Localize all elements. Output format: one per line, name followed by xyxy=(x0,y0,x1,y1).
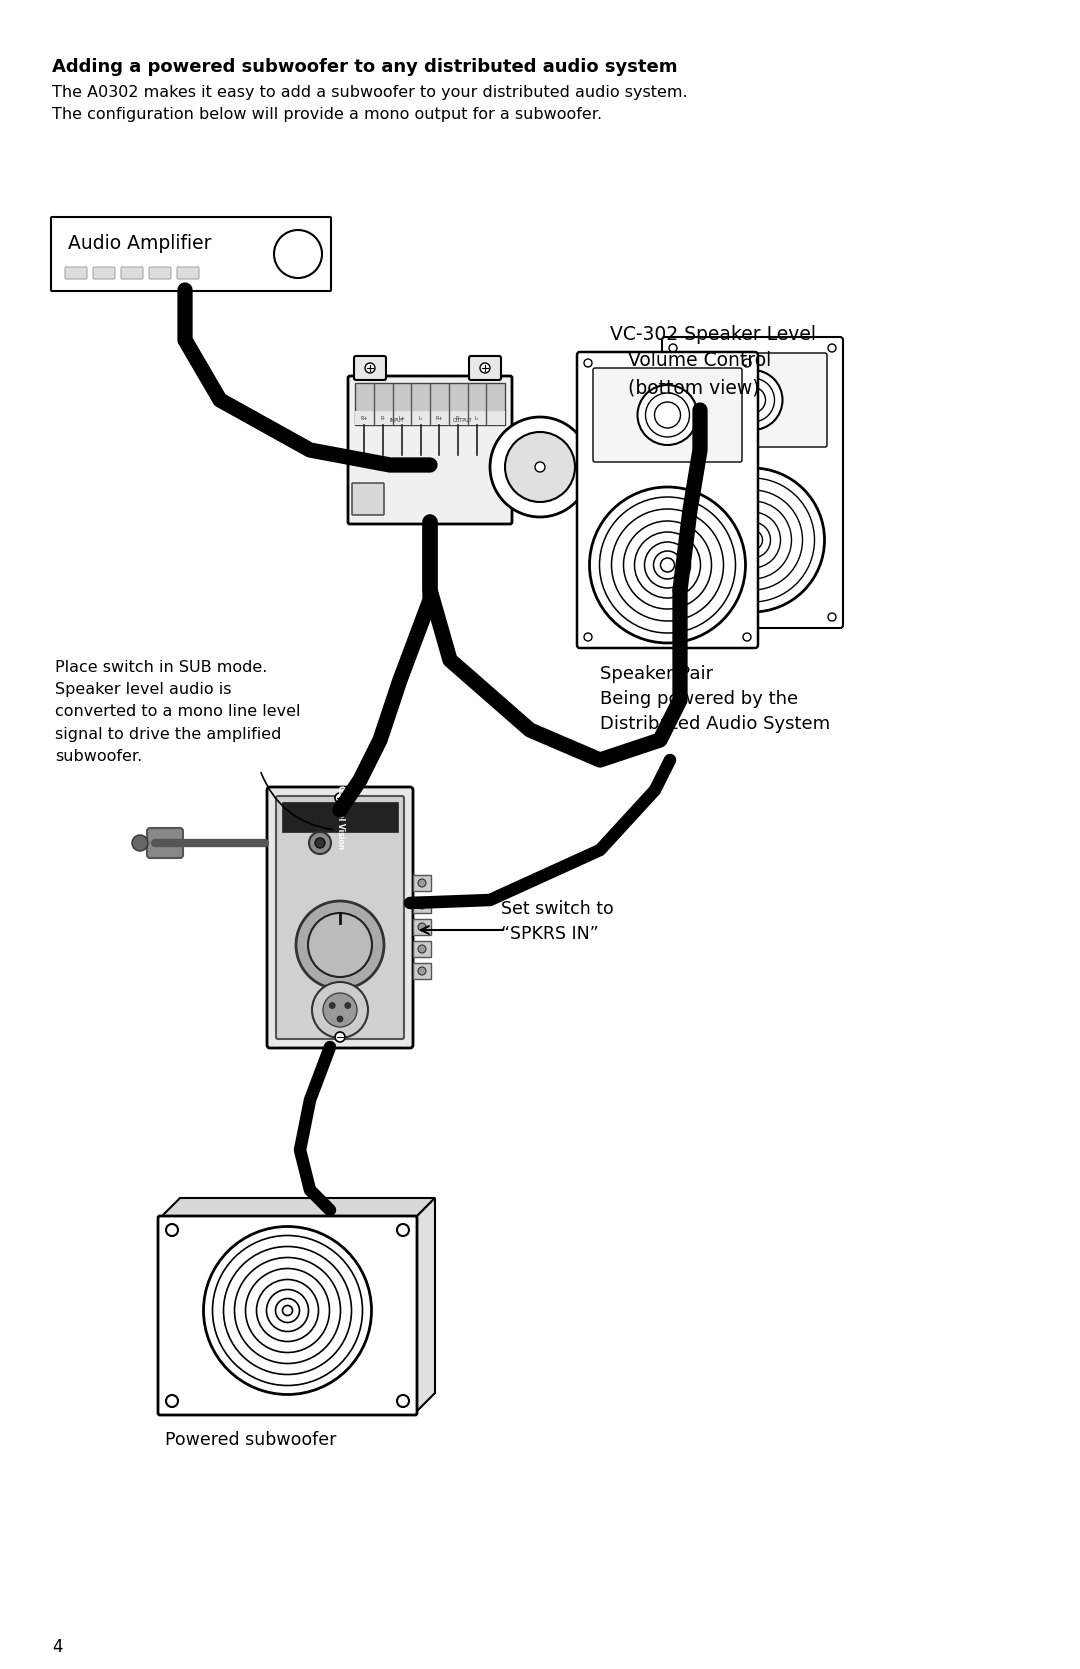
Circle shape xyxy=(335,1031,345,1041)
FancyBboxPatch shape xyxy=(267,788,413,1048)
FancyBboxPatch shape xyxy=(354,355,386,381)
Text: R+: R+ xyxy=(361,416,368,421)
Text: 4: 4 xyxy=(52,1637,63,1656)
FancyBboxPatch shape xyxy=(93,267,114,279)
Circle shape xyxy=(418,966,426,975)
Circle shape xyxy=(132,834,148,851)
Circle shape xyxy=(315,838,325,848)
Text: The configuration below will provide a mono output for a subwoofer.: The configuration below will provide a m… xyxy=(52,107,603,122)
FancyBboxPatch shape xyxy=(147,828,183,858)
Bar xyxy=(355,382,505,426)
Circle shape xyxy=(274,230,322,279)
Circle shape xyxy=(323,993,357,1026)
Circle shape xyxy=(418,901,426,910)
Circle shape xyxy=(828,344,836,352)
Circle shape xyxy=(166,1223,178,1237)
Circle shape xyxy=(680,467,824,613)
FancyBboxPatch shape xyxy=(51,217,330,290)
Circle shape xyxy=(637,386,698,446)
Bar xyxy=(413,920,431,935)
Text: Place switch in SUB mode.
Speaker level audio is
converted to a mono line level
: Place switch in SUB mode. Speaker level … xyxy=(55,659,300,764)
Circle shape xyxy=(505,432,575,502)
FancyBboxPatch shape xyxy=(276,796,404,1040)
Circle shape xyxy=(828,613,836,621)
Text: R-: R- xyxy=(380,416,386,421)
FancyBboxPatch shape xyxy=(177,267,199,279)
Bar xyxy=(413,875,431,891)
Circle shape xyxy=(535,462,545,472)
FancyBboxPatch shape xyxy=(65,267,87,279)
Circle shape xyxy=(296,901,384,990)
FancyBboxPatch shape xyxy=(678,354,827,447)
Text: INPUT: INPUT xyxy=(390,417,404,422)
Circle shape xyxy=(723,371,783,431)
Text: Speaker Pair
Being powered by the
Distributed Audio System: Speaker Pair Being powered by the Distri… xyxy=(600,664,831,733)
Circle shape xyxy=(329,1003,335,1008)
FancyBboxPatch shape xyxy=(352,482,384,516)
Polygon shape xyxy=(415,1198,435,1414)
Circle shape xyxy=(365,362,375,372)
Circle shape xyxy=(480,362,490,372)
FancyBboxPatch shape xyxy=(158,1217,417,1415)
FancyBboxPatch shape xyxy=(662,337,843,628)
FancyBboxPatch shape xyxy=(469,355,501,381)
FancyBboxPatch shape xyxy=(593,367,742,462)
Bar xyxy=(413,896,431,913)
Circle shape xyxy=(203,1227,372,1395)
Text: Audio Amplifier: Audio Amplifier xyxy=(68,234,212,254)
Text: R+: R+ xyxy=(435,416,443,421)
Text: Channel Vision: Channel Vision xyxy=(336,784,345,850)
Circle shape xyxy=(490,417,590,517)
Circle shape xyxy=(743,359,751,367)
Circle shape xyxy=(418,880,426,886)
Bar xyxy=(355,411,505,426)
Circle shape xyxy=(584,633,592,641)
Text: Powered subwoofer: Powered subwoofer xyxy=(165,1430,336,1449)
Bar xyxy=(413,963,431,980)
Circle shape xyxy=(397,1223,409,1237)
Circle shape xyxy=(669,613,677,621)
Polygon shape xyxy=(160,1198,435,1218)
Text: L-: L- xyxy=(475,416,480,421)
Text: The A0302 makes it easy to add a subwoofer to your distributed audio system.: The A0302 makes it easy to add a subwoof… xyxy=(52,85,688,100)
Text: R-: R- xyxy=(456,416,460,421)
FancyBboxPatch shape xyxy=(149,267,171,279)
Circle shape xyxy=(335,793,345,803)
Circle shape xyxy=(743,633,751,641)
Text: Set switch to
“SPKRS IN”: Set switch to “SPKRS IN” xyxy=(501,900,613,943)
Circle shape xyxy=(584,359,592,367)
Circle shape xyxy=(590,487,745,643)
Circle shape xyxy=(669,344,677,352)
Text: L+: L+ xyxy=(399,416,405,421)
Circle shape xyxy=(418,923,426,931)
Bar xyxy=(282,803,399,833)
Circle shape xyxy=(418,945,426,953)
Circle shape xyxy=(312,981,368,1038)
Text: L-: L- xyxy=(418,416,422,421)
Circle shape xyxy=(309,833,330,855)
Text: Adding a powered subwoofer to any distributed audio system: Adding a powered subwoofer to any distri… xyxy=(52,58,677,77)
Circle shape xyxy=(345,1003,351,1008)
Circle shape xyxy=(397,1395,409,1407)
Text: OUTPUT: OUTPUT xyxy=(454,417,473,422)
FancyBboxPatch shape xyxy=(577,352,758,648)
Circle shape xyxy=(166,1395,178,1407)
FancyBboxPatch shape xyxy=(121,267,143,279)
Text: VC-302 Speaker Level
   Volume Control
   (bottom view): VC-302 Speaker Level Volume Control (bot… xyxy=(610,325,816,397)
Circle shape xyxy=(308,913,372,976)
Bar xyxy=(413,941,431,956)
FancyBboxPatch shape xyxy=(348,376,512,524)
Circle shape xyxy=(337,1016,343,1021)
